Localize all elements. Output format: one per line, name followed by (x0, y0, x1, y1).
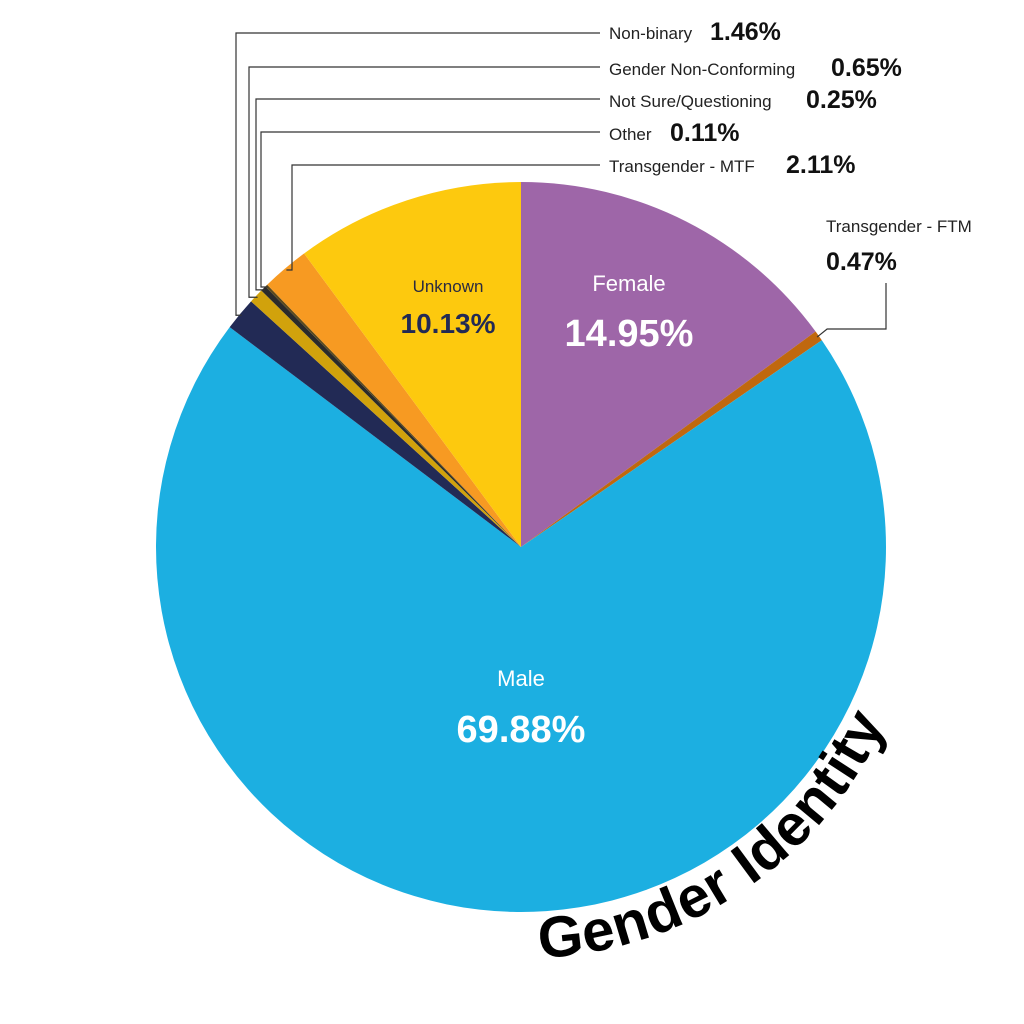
leader-line-non-binary (235, 32, 600, 316)
label-non-binary-name: Non-binary (609, 24, 693, 43)
label-transgender-ftm: Transgender - FTM 0.47% (826, 217, 972, 276)
slice-transgender-mtf (267, 253, 521, 548)
label-not-sure-questioning: Not Sure/Questioning 0.25% (609, 86, 877, 114)
leader-line-transgender-ftm (816, 283, 887, 338)
leader-line-gender-non-conforming (248, 66, 600, 298)
label-non-binary-value: 1.46% (710, 18, 781, 46)
label-male-name: Male (497, 666, 545, 691)
slice-not-sure-questioning (261, 286, 521, 547)
label-gender-non-conforming-value: 0.65% (831, 54, 902, 82)
leader-line-other (260, 131, 600, 288)
label-non-binary: Non-binary 1.46% (609, 18, 781, 46)
label-male-value: 69.88% (457, 709, 586, 751)
slice-non-binary (229, 301, 521, 547)
slice-male (156, 327, 887, 912)
slice-transgender-ftm (521, 331, 822, 547)
label-gender-non-conforming-name: Gender Non-Conforming (609, 60, 795, 79)
pie-slices (156, 182, 887, 912)
slice-gender-non-conforming (251, 290, 521, 547)
label-female-name: Female (592, 271, 665, 296)
label-unknown-value: 10.13% (401, 308, 496, 339)
slice-female (521, 182, 816, 547)
label-not-sure-questioning-value: 0.25% (806, 86, 877, 114)
leader-line-transgender-mtf (286, 164, 600, 271)
leader-line-not-sure-questioning (255, 98, 600, 291)
slice-other (265, 284, 521, 547)
label-not-sure-questioning-name: Not Sure/Questioning (609, 92, 772, 111)
label-transgender-ftm-value: 0.47% (826, 248, 897, 276)
label-other-name: Other (609, 125, 652, 144)
label-transgender-ftm-name: Transgender - FTM (826, 217, 972, 236)
label-transgender-mtf-name: Transgender - MTF (609, 157, 755, 176)
label-transgender-mtf: Transgender - MTF 2.11% (609, 151, 856, 179)
label-other-value: 0.11% (670, 119, 740, 147)
label-unknown-name: Unknown (413, 277, 484, 296)
label-transgender-mtf-value: 2.11% (786, 151, 856, 179)
label-female-value: 14.95% (565, 313, 694, 355)
leader-lines (235, 32, 887, 338)
slice-unknown (304, 182, 521, 547)
label-other: Other 0.11% (609, 119, 740, 147)
label-gender-non-conforming: Gender Non-Conforming 0.65% (609, 54, 902, 82)
